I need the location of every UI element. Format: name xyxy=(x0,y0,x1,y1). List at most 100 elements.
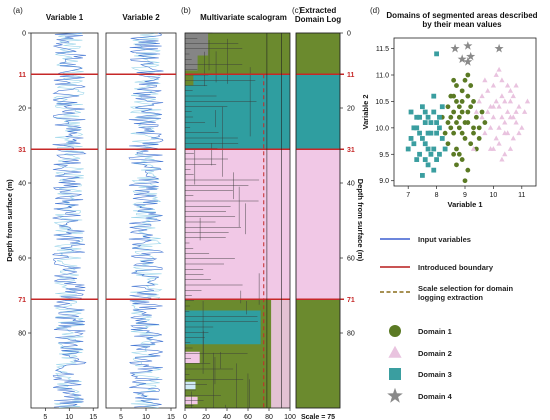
scatter-point-circle xyxy=(451,77,457,83)
scatter-point-star xyxy=(466,51,476,61)
scatter-ytick-label: 10.5 xyxy=(375,99,389,106)
scatter-point-triangle xyxy=(524,98,531,104)
scatter-point-triangle xyxy=(490,114,497,120)
scatter-point-square xyxy=(414,157,420,162)
scatter-point-triangle xyxy=(507,146,514,151)
scatter-point-square xyxy=(439,104,445,110)
scatter-point-triangle xyxy=(482,77,488,83)
legend-marker-label: Domain 1 xyxy=(418,327,452,336)
scatter-point-square xyxy=(425,162,431,168)
scatter-point-circle xyxy=(476,125,482,131)
scatter-point-circle xyxy=(456,151,462,157)
domain-log-segment-0 xyxy=(295,32,341,75)
variable-1-ytick-label: 40 xyxy=(18,181,26,188)
scalogram-fragment xyxy=(185,310,261,345)
variable-1-ylabel: Depth from surface (m) xyxy=(5,179,14,262)
legend-marker-triangle xyxy=(388,345,402,358)
scatter-ytick-label: 11.5 xyxy=(376,46,389,53)
scatter-xlabel: Variable 1 xyxy=(447,200,482,209)
scatter-point-square xyxy=(405,146,411,152)
scatter-point-square xyxy=(437,125,442,131)
scatter-point-star xyxy=(494,43,504,53)
legend-marker-circle xyxy=(389,325,401,337)
legend-marker-label: Domain 3 xyxy=(418,370,452,379)
domain-log-boundary-label: 31 xyxy=(347,147,355,154)
scatter-point-triangle xyxy=(510,135,516,141)
scatter-point-triangle xyxy=(479,114,485,120)
scatter-point-circle xyxy=(454,146,459,152)
scatter-point-square xyxy=(434,51,439,57)
variable-2-title: Variable 2 xyxy=(122,13,160,22)
variable-2-xtick-label: 10 xyxy=(142,414,150,420)
scalogram-title: Multivariate scalogram xyxy=(200,13,287,22)
variable-1-boundary-label: 11 xyxy=(19,72,27,79)
scatter-point-triangle xyxy=(496,66,502,72)
scatter-point-triangle xyxy=(516,130,522,136)
panel-domain-scatter: (d) Domains of segmented areas describedb… xyxy=(361,6,538,209)
scatter-point-square xyxy=(411,141,417,147)
scatter-point-square xyxy=(422,109,428,115)
scatter-point-square xyxy=(434,120,439,125)
scatter-point-triangle xyxy=(507,98,514,104)
panel-multivariate-scalogram: (b) Multivariate scalogram 0 20 40 60 80 100 xyxy=(181,6,296,420)
scatter-point-square xyxy=(422,157,428,162)
scatter-xtick-label: 9 xyxy=(463,192,467,199)
scalogram-letter: (b) xyxy=(181,6,191,15)
domain-log-letter: (c) xyxy=(292,6,302,15)
scatter-point-circle xyxy=(482,120,488,125)
scatter-point-square xyxy=(425,114,431,120)
scatter-point-square xyxy=(425,146,431,152)
scatter-point-triangle xyxy=(513,119,519,125)
scatter-point-triangle xyxy=(476,98,482,104)
domain-log-segment-2 xyxy=(295,149,341,300)
scalogram-xtick-label: 60 xyxy=(244,414,252,420)
scatter-point-square xyxy=(439,136,445,141)
variable-1-xtick-label: 5 xyxy=(43,414,47,420)
scatter-point-star xyxy=(463,41,473,50)
scatter-point-circle xyxy=(451,109,457,115)
variable-1-boundary-label: 31 xyxy=(18,147,26,154)
scalogram-xtick-label: 100 xyxy=(284,414,296,420)
scatter-point-circle xyxy=(476,136,482,141)
scatter-point-triangle xyxy=(513,109,519,114)
scatter-xtick-label: 11 xyxy=(518,192,525,199)
scatter-point-circle xyxy=(459,157,465,162)
variable-1-title: Variable 1 xyxy=(46,13,84,22)
scatter-point-triangle xyxy=(519,124,525,130)
scatter-point-square xyxy=(414,125,420,131)
scatter-point-circle xyxy=(462,77,468,83)
scatter-point-circle xyxy=(459,130,465,136)
scalogram-segment-2 xyxy=(185,149,290,300)
scatter-point-square xyxy=(420,136,425,141)
variable-1-frame xyxy=(30,32,99,409)
scatter-point-circle xyxy=(451,151,457,157)
scatter-point-square xyxy=(431,93,437,99)
scatter-point-square xyxy=(428,130,434,136)
scatter-point-triangle xyxy=(496,124,502,130)
scatter-ytick-label: 10.0 xyxy=(375,125,389,132)
scatter-point-square xyxy=(422,120,428,125)
scatter-point-square xyxy=(442,146,448,152)
scatter-xtick-label: 7 xyxy=(406,192,410,199)
scatter-point-triangle xyxy=(470,146,477,151)
scatter-point-circle xyxy=(454,120,459,125)
scalogram-fragment xyxy=(185,55,198,71)
scalogram-fragment xyxy=(271,299,290,408)
scatter-point-square xyxy=(420,173,425,178)
scalogram-frame xyxy=(184,32,291,409)
scatter-point-square xyxy=(420,104,425,110)
scatter-point-triangle xyxy=(487,146,494,151)
panel-variable-1: (a) Variable 1 5 10 15 0 20 40 60 80 11 31 71 Depth f… xyxy=(5,6,99,420)
scatter-point-triangle xyxy=(507,114,514,120)
variable-2-signal-light xyxy=(129,33,163,408)
domain-log-ytick-label: 60 xyxy=(347,256,355,263)
scatter-point-triangle xyxy=(473,109,479,114)
scatter-point-triangle xyxy=(499,93,505,99)
scatter-point-triangle xyxy=(485,109,491,114)
variable-1-xtick-label: 15 xyxy=(89,414,97,420)
scatter-point-square xyxy=(422,141,428,147)
scatter-point-circle xyxy=(465,167,471,173)
legend-line-label: Scale selection for domain xyxy=(418,284,513,293)
legend-marker-square xyxy=(389,368,401,380)
